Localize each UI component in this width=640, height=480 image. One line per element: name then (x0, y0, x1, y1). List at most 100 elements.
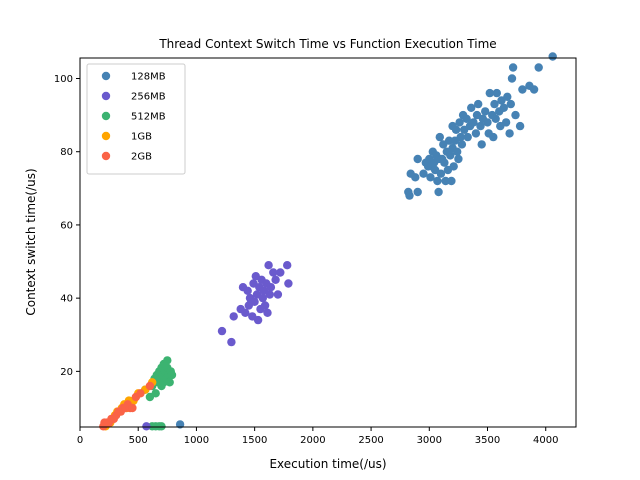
data-point (434, 187, 443, 197)
legend-label: 2GB (131, 152, 152, 163)
data-point (507, 74, 517, 83)
data-point (436, 169, 446, 178)
data-point (250, 297, 259, 306)
data-point (506, 99, 515, 109)
series-128mb (404, 52, 557, 200)
series-512mb (141, 356, 177, 431)
y-tick-label: 100 (54, 74, 73, 85)
legend-label: 256MB (131, 92, 166, 103)
data-point (128, 403, 137, 413)
data-point (426, 173, 435, 182)
data-point (151, 389, 160, 398)
data-point (499, 103, 508, 113)
data-point (229, 312, 238, 321)
x-tick-label: 3500 (475, 435, 500, 446)
legend-marker (101, 131, 111, 141)
data-point (490, 99, 499, 109)
data-point (446, 151, 455, 160)
data-point (457, 140, 467, 149)
x-axis: 0 500 1000 1500 2000 2500 3000 3500 4000 (77, 427, 558, 446)
data-point (217, 326, 227, 336)
x-tick-label: 1000 (184, 435, 209, 446)
data-point (485, 88, 494, 98)
data-point (163, 356, 172, 365)
data-point (411, 173, 420, 182)
data-point (276, 268, 285, 277)
data-point (505, 129, 514, 138)
data-point (467, 103, 476, 113)
data-point (243, 286, 252, 295)
data-point (463, 132, 472, 142)
x-tick-label: 2000 (300, 435, 325, 446)
legend-label: 512MB (131, 112, 166, 123)
x-tick-label: 3000 (417, 435, 442, 446)
data-point (258, 293, 267, 303)
data-point (266, 283, 276, 292)
data-point (503, 92, 512, 102)
data-point (449, 162, 458, 171)
data-point (492, 88, 501, 98)
data-point (444, 136, 454, 145)
series-256mb (217, 261, 293, 347)
y-tick-label: 80 (60, 147, 73, 158)
data-point (269, 268, 278, 277)
data-point (263, 308, 272, 317)
plot-area (79, 52, 577, 431)
y-tick-label: 60 (60, 220, 73, 231)
data-point (433, 176, 442, 186)
legend-label: 128MB (131, 72, 166, 83)
data-point (501, 118, 511, 127)
y-axis: 20 40 60 80 100 (54, 74, 80, 378)
data-point (271, 275, 280, 284)
data-point (454, 154, 463, 164)
data-point (167, 370, 177, 380)
data-point (435, 132, 444, 142)
data-point (548, 52, 557, 61)
data-point (451, 125, 461, 134)
legend-marker (101, 151, 111, 161)
data-point (508, 63, 518, 72)
data-point (481, 107, 490, 116)
data-points (99, 52, 557, 431)
data-point (175, 420, 185, 429)
x-tick-label: 4000 (533, 435, 558, 446)
x-axis-title: Execution time(/us) (269, 457, 386, 471)
legend-box (86, 63, 186, 175)
data-point (511, 110, 520, 120)
data-point (518, 85, 527, 94)
data-point (165, 378, 174, 387)
data-point (453, 147, 462, 156)
data-point (471, 129, 481, 138)
data-point (469, 118, 478, 127)
legend-marker (101, 71, 111, 81)
legend-marker (101, 111, 111, 121)
data-point (142, 422, 151, 431)
data-point (483, 118, 492, 127)
series-2gb (99, 381, 155, 431)
data-point (273, 290, 283, 299)
data-point (265, 290, 274, 299)
data-point (413, 154, 422, 164)
data-point (440, 158, 449, 167)
data-point (462, 114, 471, 124)
legend-marker (101, 91, 111, 101)
data-point (145, 381, 155, 391)
data-point (477, 140, 486, 149)
data-point (419, 169, 428, 178)
x-tick-label: 500 (129, 435, 148, 446)
data-point (476, 121, 485, 131)
data-point (515, 121, 525, 131)
data-point (260, 301, 270, 310)
axes-frame (79, 57, 577, 428)
data-point (456, 132, 465, 142)
data-point (241, 308, 250, 317)
data-point (136, 389, 145, 398)
data-point (284, 279, 293, 288)
data-point (227, 337, 236, 347)
data-point (491, 114, 500, 124)
y-tick-label: 40 (60, 294, 73, 305)
data-point (264, 261, 273, 270)
data-point (283, 261, 292, 270)
